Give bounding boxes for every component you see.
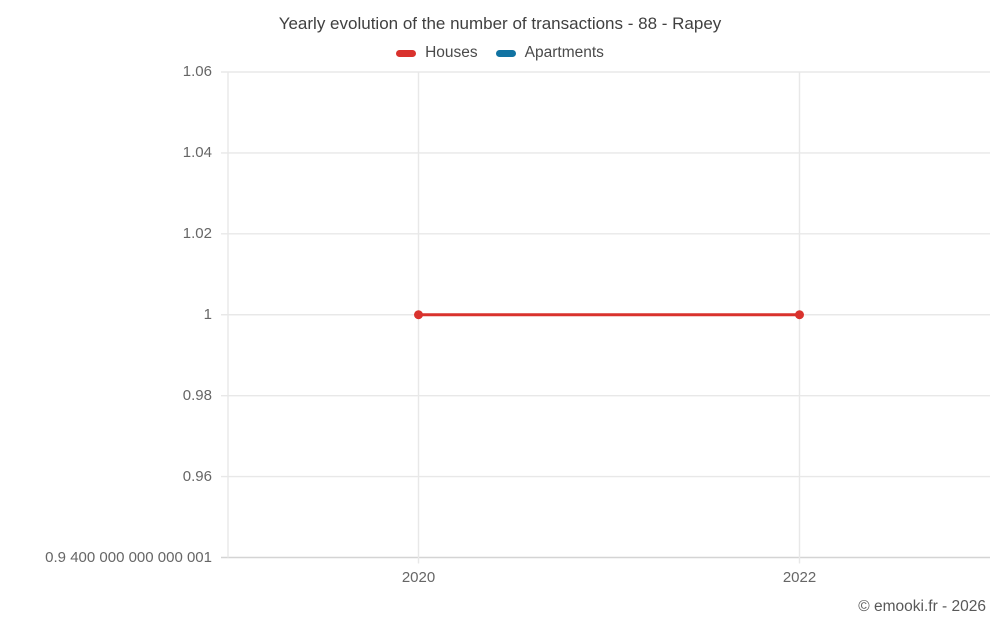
y-tick-label: 0.96: [182, 467, 212, 485]
chart-title: Yearly evolution of the number of transa…: [278, 14, 722, 33]
legend-label-apartments: Apartments: [524, 44, 604, 61]
y-tick-label: 0.9 400 000 000 000 001: [45, 548, 212, 566]
x-tick-label: 2022: [782, 568, 817, 586]
apartments-series-swatch-icon: [495, 49, 516, 57]
y-tick-label: 1.04: [182, 143, 212, 161]
y-tick-label: 1.02: [182, 224, 212, 242]
y-tick-label: 0.98: [182, 386, 212, 404]
legend-item-houses[interactable]: Houses: [396, 44, 478, 62]
legend-item-apartments[interactable]: Apartments: [495, 44, 604, 62]
legend-label-houses: Houses: [425, 44, 478, 61]
y-tick-label: 1: [203, 305, 212, 323]
watermark: © emooki.fr - 2026: [858, 598, 986, 615]
y-tick-label: 1.06: [182, 63, 212, 80]
houses-series-swatch-icon: [396, 49, 417, 57]
data-point-houses[interactable]: [414, 310, 423, 320]
data-point-houses[interactable]: [795, 310, 804, 320]
chart-legend: Houses Apartments: [0, 44, 1000, 62]
x-tick-label: 2020: [401, 568, 436, 586]
